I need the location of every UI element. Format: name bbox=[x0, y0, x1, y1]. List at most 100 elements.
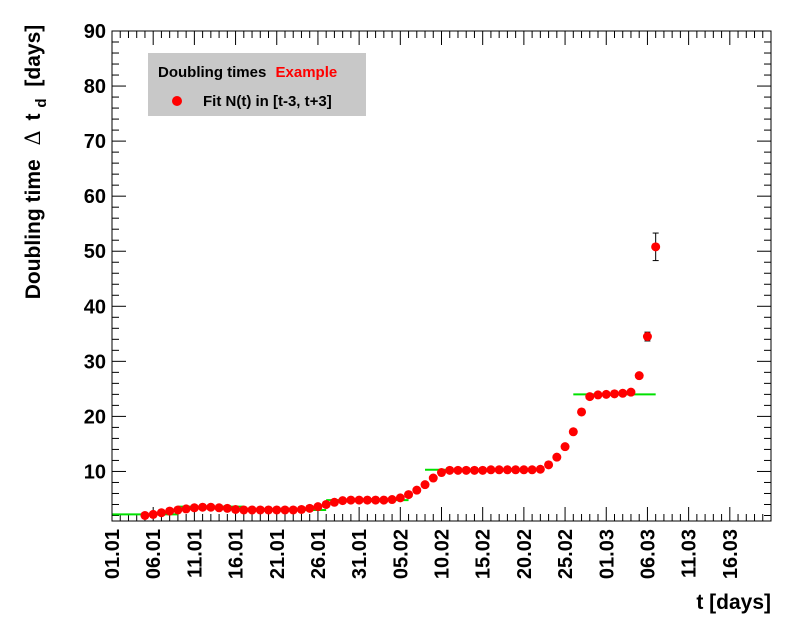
data-point bbox=[593, 390, 603, 400]
x-tick-label: 01.01 bbox=[102, 529, 124, 579]
legend-box bbox=[148, 53, 366, 116]
x-tick-label: 11.01 bbox=[184, 529, 206, 578]
legend: Doubling times Example Fit N(t) in [t-3,… bbox=[148, 53, 366, 116]
data-point bbox=[511, 465, 521, 475]
x-tick-label: 01.03 bbox=[596, 529, 618, 579]
data-point bbox=[601, 389, 611, 399]
data-point bbox=[173, 505, 183, 515]
data-point bbox=[626, 387, 636, 397]
data-point bbox=[288, 505, 298, 515]
x-tick-label: 25.02 bbox=[555, 529, 577, 579]
data-point bbox=[478, 465, 488, 475]
y-tick-label: 80 bbox=[84, 76, 106, 98]
legend-entry-label: Fit N(t) in [t-3, t+3] bbox=[203, 93, 332, 110]
data-point bbox=[634, 371, 644, 381]
data-point bbox=[198, 502, 208, 512]
data-point bbox=[255, 505, 265, 515]
data-point bbox=[222, 503, 232, 513]
data-point bbox=[469, 465, 479, 475]
data-points bbox=[140, 232, 661, 520]
data-point bbox=[156, 508, 166, 518]
y-axis-label: Doubling time Δ t d [days] bbox=[21, 25, 51, 300]
x-tick-label: 20.02 bbox=[514, 529, 536, 579]
data-point bbox=[346, 495, 356, 505]
data-point bbox=[148, 509, 158, 519]
x-tick-labels: 01.01 06.01 11.01 16.01 21.01 26.01 31.01 05.02… bbox=[102, 529, 742, 579]
y-tick-label: 70 bbox=[84, 131, 106, 153]
data-point bbox=[519, 465, 529, 475]
data-point bbox=[296, 504, 306, 514]
data-point bbox=[651, 242, 661, 252]
x-tick-label: 15.02 bbox=[473, 529, 495, 579]
data-point bbox=[313, 502, 323, 512]
data-point bbox=[140, 510, 150, 520]
data-point bbox=[206, 502, 216, 512]
data-point bbox=[305, 503, 315, 513]
y-tick-label: 60 bbox=[84, 186, 106, 208]
data-point bbox=[404, 490, 414, 500]
data-point bbox=[461, 465, 471, 475]
data-point bbox=[354, 495, 364, 505]
data-point bbox=[568, 427, 578, 437]
legend-marker bbox=[172, 96, 182, 106]
data-point bbox=[189, 503, 199, 513]
data-point bbox=[165, 506, 175, 516]
data-point bbox=[395, 493, 405, 503]
x-tick-label: 11.03 bbox=[679, 529, 701, 578]
y-axis-label-text: Doubling time bbox=[22, 159, 45, 299]
data-point bbox=[577, 407, 587, 417]
y-tick-label: 50 bbox=[84, 241, 106, 263]
data-point bbox=[527, 465, 537, 475]
data-point bbox=[437, 468, 446, 478]
data-point bbox=[535, 464, 545, 474]
data-point bbox=[321, 499, 331, 509]
x-tick-label: 26.01 bbox=[308, 529, 330, 579]
data-point bbox=[412, 485, 422, 495]
data-point bbox=[247, 505, 257, 515]
legend-header: Doubling times Example bbox=[158, 64, 337, 81]
legend-header-highlight: Example bbox=[276, 64, 338, 81]
y-tick-labels: 10 20 30 40 50 60 70 80 90 bbox=[84, 21, 106, 483]
data-point bbox=[371, 495, 381, 505]
data-point bbox=[560, 442, 570, 452]
data-point bbox=[486, 465, 496, 475]
y-axis-label-symbol: Δ bbox=[21, 130, 45, 145]
data-point bbox=[387, 495, 397, 505]
data-point bbox=[502, 465, 512, 475]
data-point bbox=[338, 496, 348, 506]
data-point bbox=[362, 495, 372, 505]
data-point bbox=[445, 465, 455, 475]
plot-frame bbox=[111, 30, 772, 522]
x-tick-label: 16.03 bbox=[720, 529, 742, 579]
x-axis-label: t [days] bbox=[696, 591, 771, 614]
data-point bbox=[280, 505, 290, 515]
y-tick-label: 90 bbox=[84, 21, 106, 43]
y-tick-label: 10 bbox=[84, 461, 106, 483]
data-point bbox=[420, 480, 430, 490]
y-axis-label-unit: [days] bbox=[22, 25, 45, 87]
y-axis-label-var: t bbox=[22, 113, 45, 120]
data-point bbox=[181, 504, 191, 514]
legend-header-text: Doubling times bbox=[158, 64, 266, 81]
x-tick-label: 16.01 bbox=[226, 529, 248, 579]
y-axis-label-subscript: d bbox=[33, 98, 50, 107]
data-point bbox=[379, 495, 389, 505]
data-point bbox=[609, 389, 619, 399]
y-tick-label: 30 bbox=[84, 351, 106, 373]
data-point bbox=[231, 504, 241, 514]
x-tick-label: 31.01 bbox=[349, 529, 371, 579]
data-point bbox=[329, 497, 339, 507]
data-point bbox=[272, 505, 282, 515]
data-point bbox=[264, 505, 274, 515]
data-point bbox=[239, 505, 249, 515]
data-point bbox=[544, 460, 554, 470]
data-point bbox=[618, 388, 628, 398]
data-point bbox=[585, 392, 595, 402]
data-point bbox=[494, 465, 504, 475]
data-point bbox=[552, 452, 562, 462]
data-point bbox=[453, 465, 463, 475]
x-tick-label: 21.01 bbox=[267, 529, 289, 579]
y-tick-label: 20 bbox=[84, 406, 106, 428]
